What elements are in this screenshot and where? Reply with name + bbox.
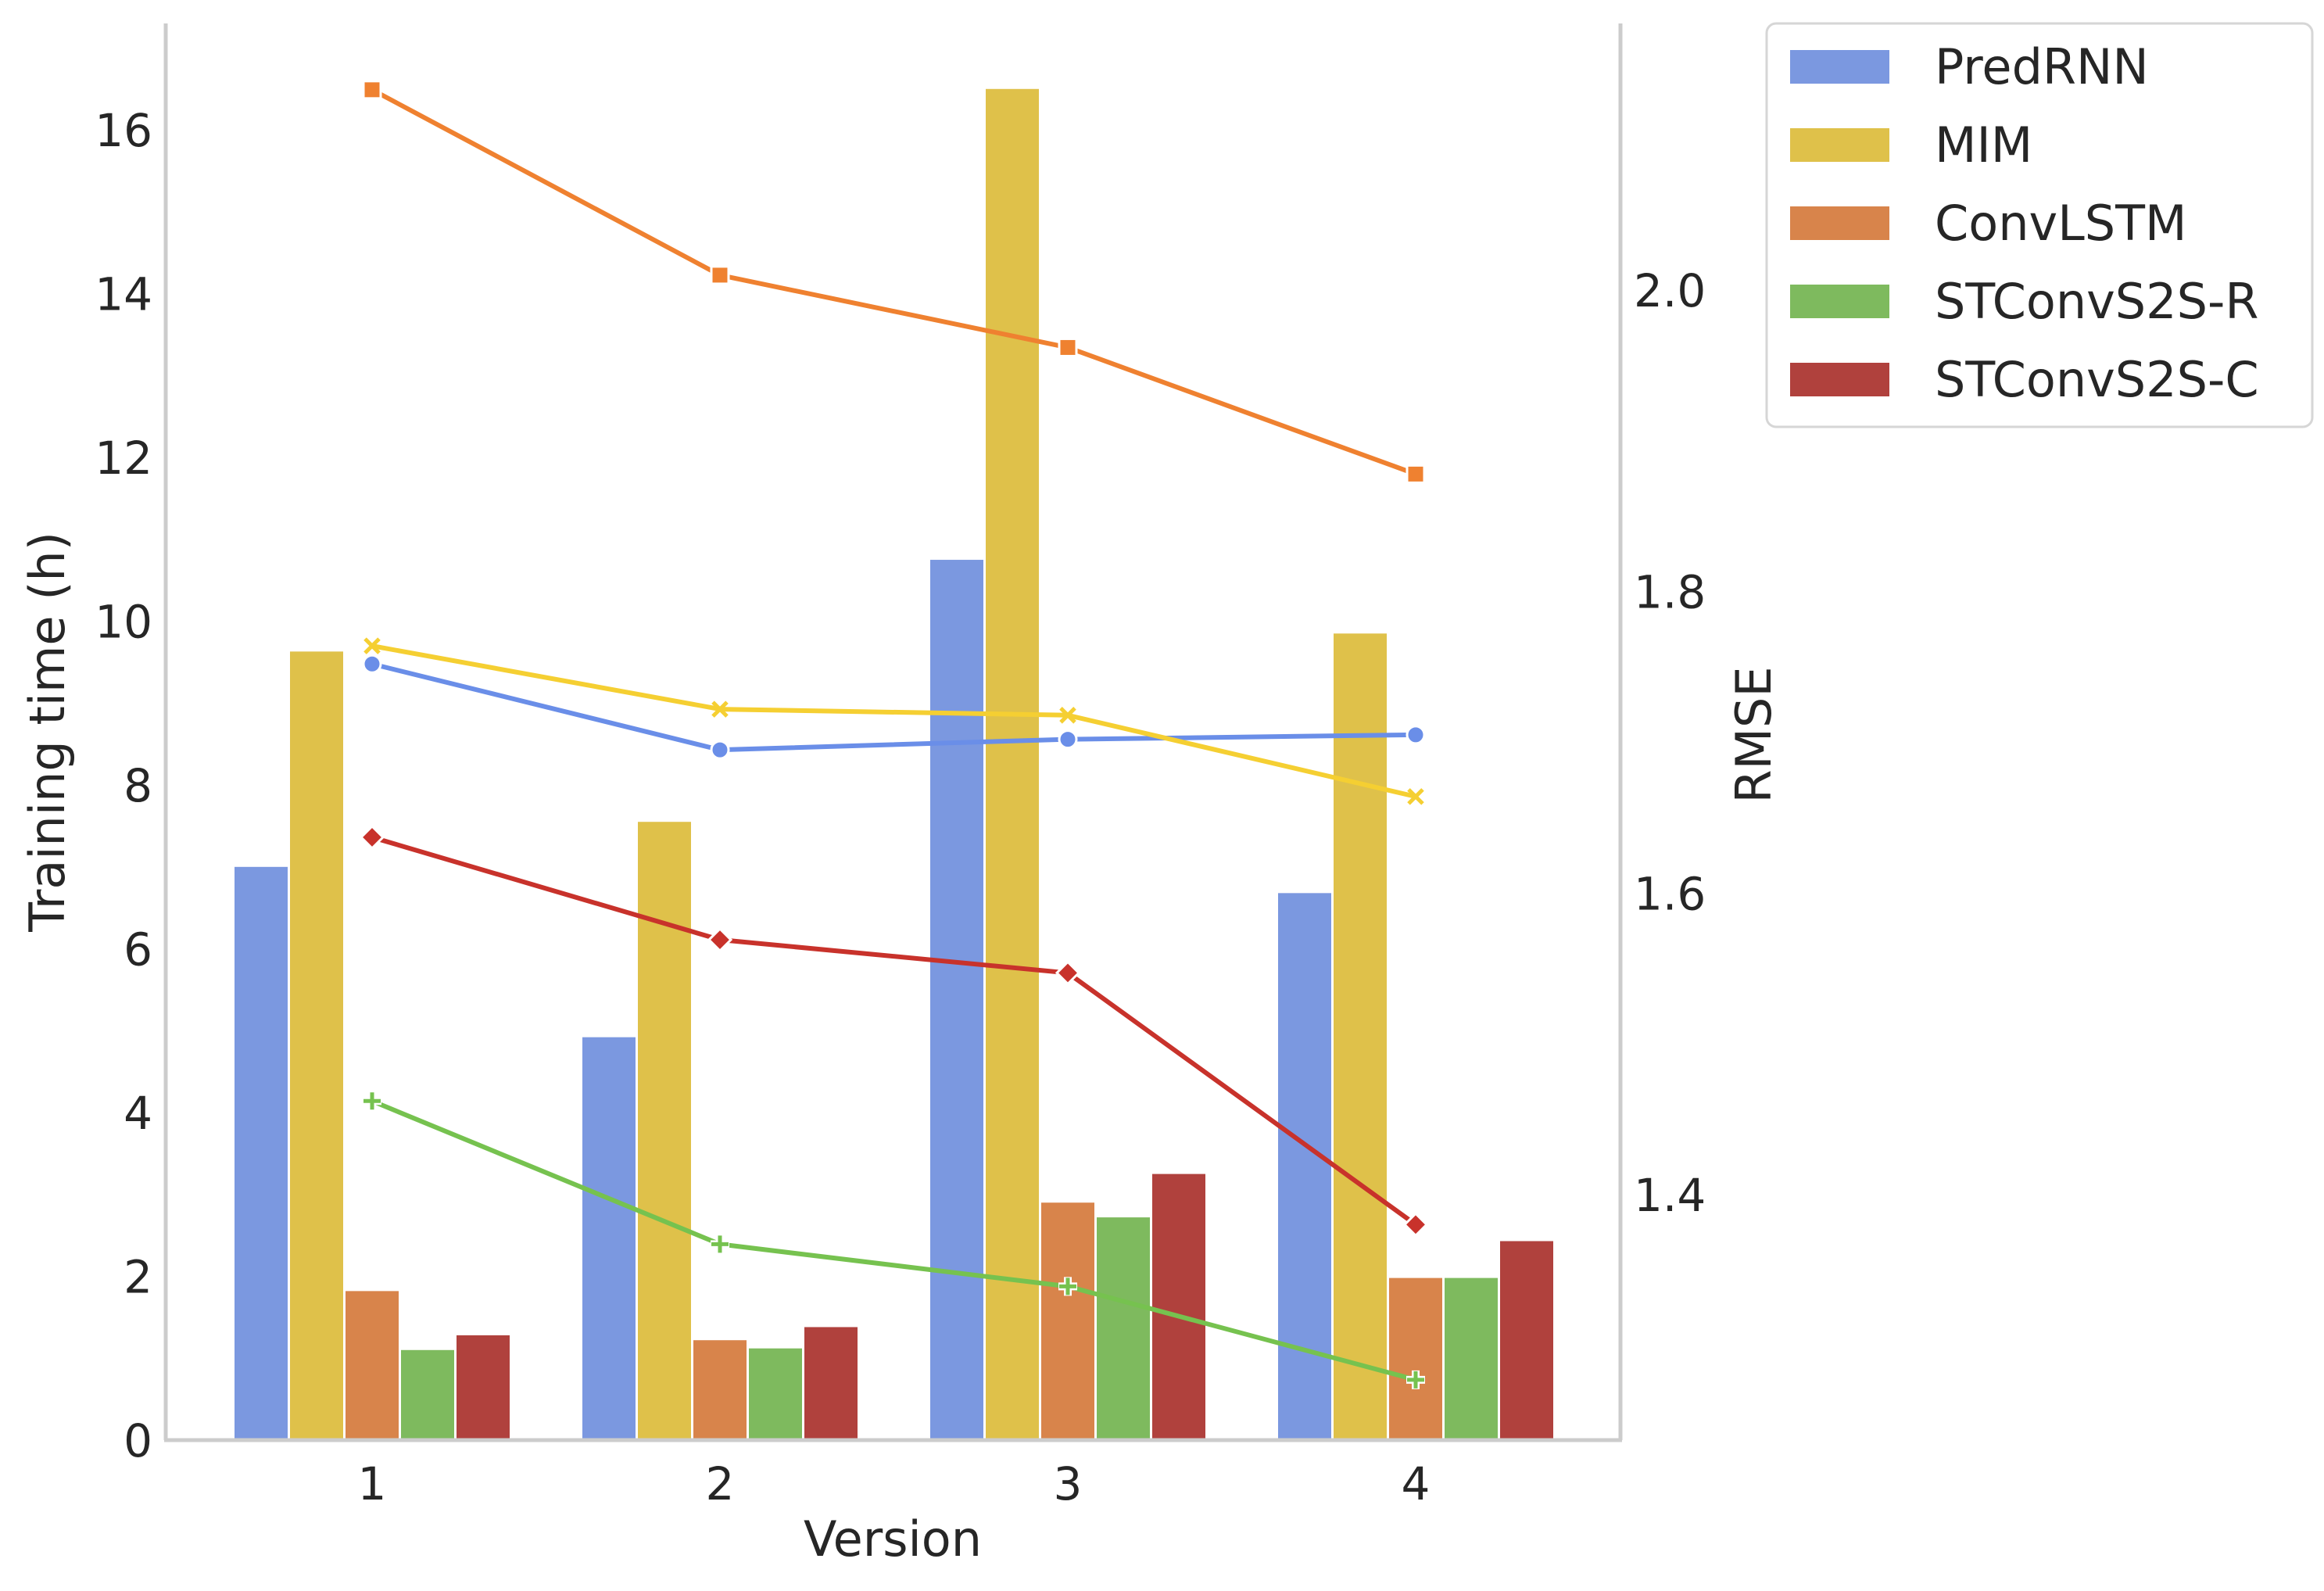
y2-tick-label: 1.6 [1634, 867, 1706, 920]
bar-stconvs2s-c-v1 [457, 1335, 510, 1440]
marker-stconvs2s-r-v1-core [363, 1092, 381, 1110]
x-tick-label: 1 [358, 1457, 387, 1510]
marker-predrnn-v2 [710, 740, 730, 760]
y2-tick-label: 1.4 [1634, 1169, 1706, 1222]
legend-label-convlstm: ConvLSTM [1935, 195, 2186, 252]
marker-mim-v2 [711, 701, 729, 718]
bar-predrnn-v4 [1278, 893, 1331, 1440]
line-convlstm [371, 88, 1417, 477]
axes-layer [163, 23, 1623, 1442]
legend-swatch-predrnn [1790, 50, 1889, 84]
line-stconvs2s-c [371, 835, 1417, 1227]
legend-swatch-convlstm [1790, 206, 1889, 240]
marker-stconvs2s-c-v4 [1402, 1212, 1429, 1238]
x-tick-label: 4 [1402, 1457, 1431, 1510]
y-tick-label: 10 [95, 596, 152, 649]
legend-swatch-mim [1790, 128, 1889, 162]
marker-stconvs2s-r-v4-core [1407, 1371, 1424, 1389]
legend-swatch-stconvs2s-c [1790, 363, 1889, 396]
y-tick-label: 2 [124, 1251, 152, 1304]
bar-stconvs2s-r-v2 [749, 1348, 802, 1440]
marker-mim-v4 [1407, 788, 1424, 805]
marker-predrnn-v1 [362, 654, 382, 674]
marker-predrnn-v3 [1058, 729, 1078, 750]
y-tick-label: 16 [95, 104, 152, 157]
bar-stconvs2s-c-v4 [1500, 1241, 1553, 1440]
marker-convlstm-v2 [710, 265, 730, 285]
bar-stconvs2s-c-v2 [804, 1327, 858, 1440]
marker-stconvs2s-c-v3 [1055, 960, 1081, 986]
marker-stconvs2s-c-v1 [359, 824, 385, 851]
bar-stconvs2s-r-v4 [1445, 1277, 1498, 1440]
bar-mim-v4 [1334, 633, 1387, 1440]
bar-predrnn-v2 [582, 1037, 636, 1440]
y-axis-title: Training time (h) [19, 532, 76, 933]
legend-label-predrnn: PredRNN [1935, 38, 2149, 95]
marker-convlstm-v1 [362, 80, 382, 100]
legend-swatch-stconvs2s-r [1790, 285, 1889, 318]
bar-stconvs2s-r-v1 [401, 1349, 454, 1440]
y-tick-label: 12 [95, 432, 152, 485]
legend-label-mim: MIM [1935, 116, 2032, 174]
marker-mim-v3 [1059, 707, 1076, 724]
marker-stconvs2s-r-v2-core [711, 1235, 729, 1253]
line-stconvs2s-r [371, 1098, 1416, 1382]
y-tick-label: 0 [124, 1414, 152, 1467]
y-tick-label: 4 [124, 1087, 152, 1140]
y2-tick-label: 2.0 [1634, 264, 1706, 317]
marker-convlstm-v3 [1058, 337, 1078, 357]
marker-convlstm-v4 [1406, 464, 1426, 484]
bar-stconvs2s-c-v3 [1152, 1174, 1205, 1440]
bar-mim-v2 [638, 822, 691, 1440]
bar-mim-v3 [986, 88, 1039, 1441]
y2-tick-label: 1.8 [1634, 566, 1706, 619]
bar-convlstm-v1 [346, 1291, 399, 1440]
y-tick-label: 6 [124, 923, 152, 976]
line-mim [371, 643, 1416, 799]
y2-axis-title: RMSE [1725, 666, 1782, 803]
y-tick-label: 14 [95, 268, 152, 321]
x-tick-label: 3 [1054, 1457, 1083, 1510]
lines-layer [359, 80, 1429, 1389]
bars-layer [235, 88, 1553, 1441]
bar-mim-v1 [290, 651, 343, 1440]
legend: PredRNN MIM ConvLSTM STConvS2S-R STConvS2S-C [1765, 22, 2314, 428]
bar-convlstm-v3 [1041, 1202, 1094, 1440]
bar-predrnn-v1 [235, 866, 288, 1440]
line-predrnn [371, 661, 1416, 753]
marker-predrnn-v4 [1406, 725, 1426, 745]
y-tick-label: 8 [124, 759, 152, 812]
legend-frame [1765, 22, 2314, 428]
bar-convlstm-v4 [1389, 1277, 1442, 1440]
legend-label-stconvs2s-r: STConvS2S-R [1935, 273, 2258, 330]
x-tick-label: 2 [706, 1457, 735, 1510]
x-axis-title: Version [804, 1510, 982, 1568]
bar-convlstm-v2 [693, 1340, 747, 1440]
bar-stconvs2s-r-v3 [1097, 1217, 1150, 1440]
marker-stconvs2s-r-v3-core [1059, 1277, 1076, 1295]
marker-mim-v1 [363, 637, 381, 654]
legend-label-stconvs2s-c: STConvS2S-C [1935, 351, 2259, 408]
bar-predrnn-v3 [930, 560, 983, 1440]
marker-stconvs2s-c-v2 [707, 926, 733, 953]
